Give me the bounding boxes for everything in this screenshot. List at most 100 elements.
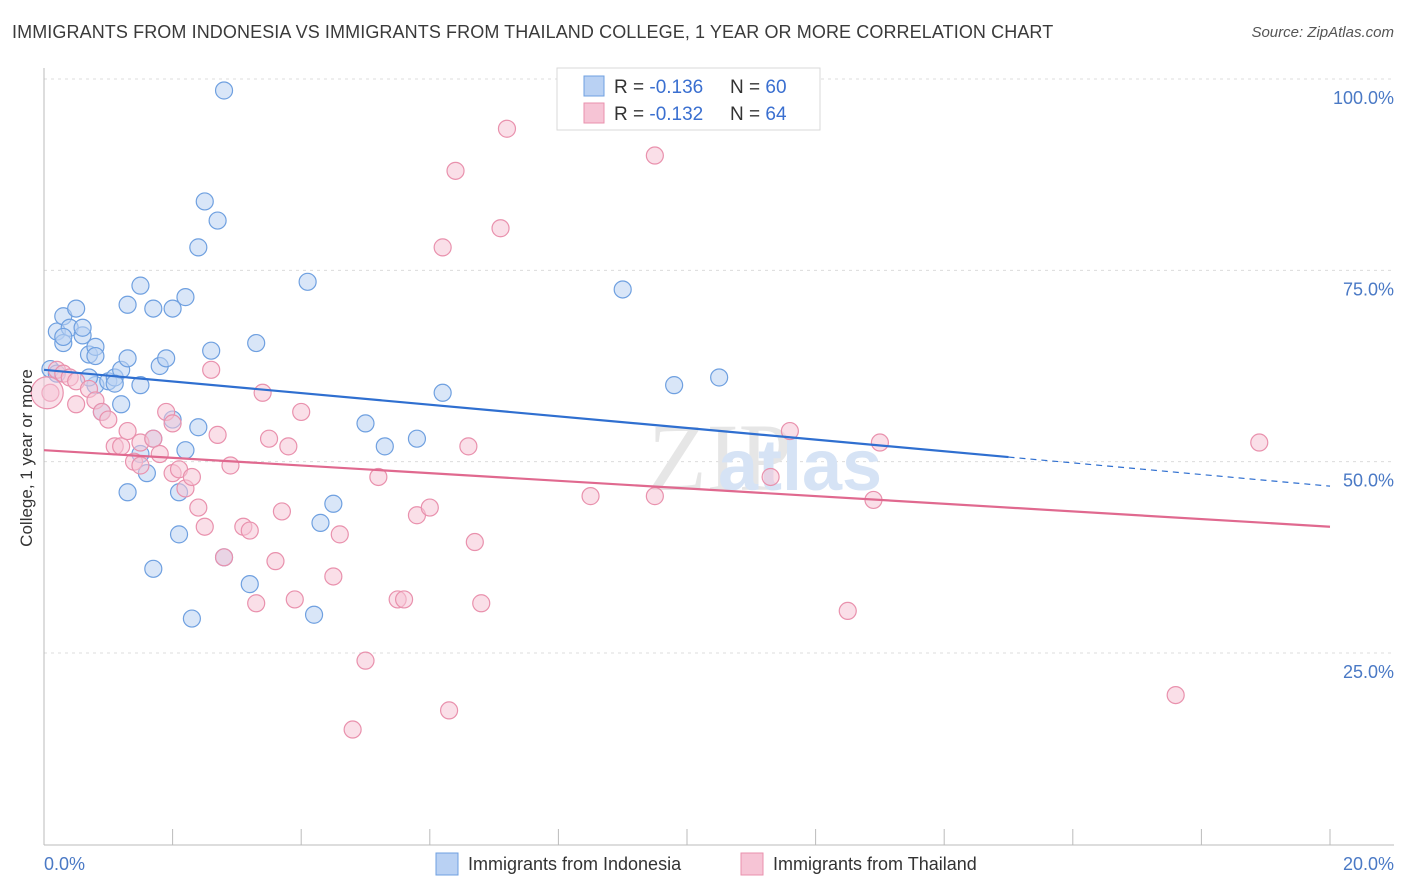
data-point <box>665 376 684 395</box>
data-point <box>214 81 234 100</box>
trend-line-indonesia-extension <box>1008 456 1331 487</box>
data-point <box>581 487 600 506</box>
data-point <box>780 421 799 441</box>
data-point <box>118 295 137 314</box>
series-legend-swatch-indonesia <box>435 852 459 876</box>
data-point <box>761 467 780 487</box>
data-point <box>131 276 150 295</box>
y-tick-labels: 25.0% 50.0% 75.0% 100.0% <box>1333 88 1394 682</box>
data-point <box>240 521 259 540</box>
data-point <box>144 429 163 448</box>
legend-n-label-blue: N = <box>730 77 765 98</box>
legend-r-label-pink: R = <box>614 104 649 125</box>
chart-title: IMMIGRANTS FROM INDONESIA VS IMMIGRANTS … <box>12 22 1054 42</box>
data-point <box>279 437 298 456</box>
data-point <box>67 395 86 414</box>
x-tick-label-min: 0.0% <box>44 854 85 874</box>
data-point <box>710 368 729 387</box>
data-point <box>214 548 234 567</box>
data-point <box>343 720 362 739</box>
data-point <box>118 349 137 368</box>
y-tick-label: 50.0% <box>1343 471 1394 491</box>
data-point <box>163 299 182 318</box>
data-point <box>459 437 478 456</box>
indonesia-points <box>41 81 729 628</box>
stats-legend: R = -0.136 N = 60 R = -0.132 N = 64 <box>556 67 821 131</box>
data-point <box>112 437 131 456</box>
data-point <box>645 146 664 165</box>
grid-lines <box>44 78 1394 654</box>
data-point <box>420 498 439 517</box>
axes <box>43 68 1394 846</box>
data-point <box>182 609 201 628</box>
legend-r-value-pink: -0.132 <box>649 104 703 125</box>
data-point <box>208 211 227 230</box>
data-point <box>195 192 214 211</box>
data-point <box>118 483 137 502</box>
data-point <box>259 429 279 448</box>
data-point <box>247 594 266 613</box>
data-point <box>189 418 208 437</box>
data-point <box>169 525 189 544</box>
legend-swatch-pink <box>583 102 605 124</box>
data-point <box>491 219 510 238</box>
data-point <box>253 383 272 402</box>
data-point <box>472 594 491 613</box>
data-point <box>324 494 343 513</box>
data-point <box>176 288 195 307</box>
data-point <box>394 590 414 609</box>
legend-r-label-blue: R = <box>614 77 649 98</box>
data-point <box>247 333 266 353</box>
data-point <box>163 414 182 433</box>
legend-n-value-blue: 60 <box>765 77 786 98</box>
data-point <box>838 601 857 621</box>
data-point <box>189 238 208 257</box>
svg-text:N = 60: N = 60 <box>730 77 787 98</box>
data-point <box>272 502 292 521</box>
data-point <box>330 525 349 544</box>
legend-n-label-pink: N = <box>730 104 765 125</box>
data-point <box>99 410 118 429</box>
data-point <box>112 395 131 414</box>
x-tick-label-max: 20.0% <box>1343 854 1394 874</box>
svg-text:R = -0.132: R = -0.132 <box>614 104 703 125</box>
data-point <box>870 433 890 452</box>
data-point <box>439 701 459 720</box>
data-point <box>304 605 324 624</box>
y-axis-title: College, 1 year or more <box>17 369 36 547</box>
data-point <box>433 383 452 402</box>
series-legend-label-thailand: Immigrants from Thailand <box>773 854 977 874</box>
data-point <box>86 346 105 366</box>
legend-r-value-blue: -0.136 <box>649 77 703 98</box>
data-point <box>356 651 375 670</box>
data-point <box>195 517 214 536</box>
thailand-points <box>30 119 1269 739</box>
data-point <box>131 456 150 475</box>
trend-line-indonesia <box>43 368 1009 459</box>
data-point <box>176 441 195 460</box>
data-point <box>433 238 452 257</box>
data-point <box>150 444 169 464</box>
data-point <box>356 414 375 433</box>
data-point <box>465 532 484 552</box>
data-point <box>324 567 343 586</box>
data-point <box>144 559 163 578</box>
data-point <box>240 575 259 594</box>
data-point <box>645 487 664 506</box>
data-point-large <box>30 376 64 410</box>
series-legend-swatch-thailand <box>740 852 764 876</box>
data-point <box>105 374 124 393</box>
data-point <box>407 429 427 448</box>
series-legend-label-indonesia: Immigrants from Indonesia <box>468 854 682 874</box>
svg-text:N = 64: N = 64 <box>730 104 787 125</box>
data-point <box>311 513 330 532</box>
svg-text:R = -0.136: R = -0.136 <box>614 77 703 98</box>
data-point <box>1166 685 1185 705</box>
data-point <box>221 456 240 475</box>
trend-lines <box>43 368 1331 528</box>
data-point <box>208 425 227 444</box>
data-point <box>73 318 92 337</box>
data-point <box>266 552 285 571</box>
trend-line-thailand <box>43 449 1331 528</box>
